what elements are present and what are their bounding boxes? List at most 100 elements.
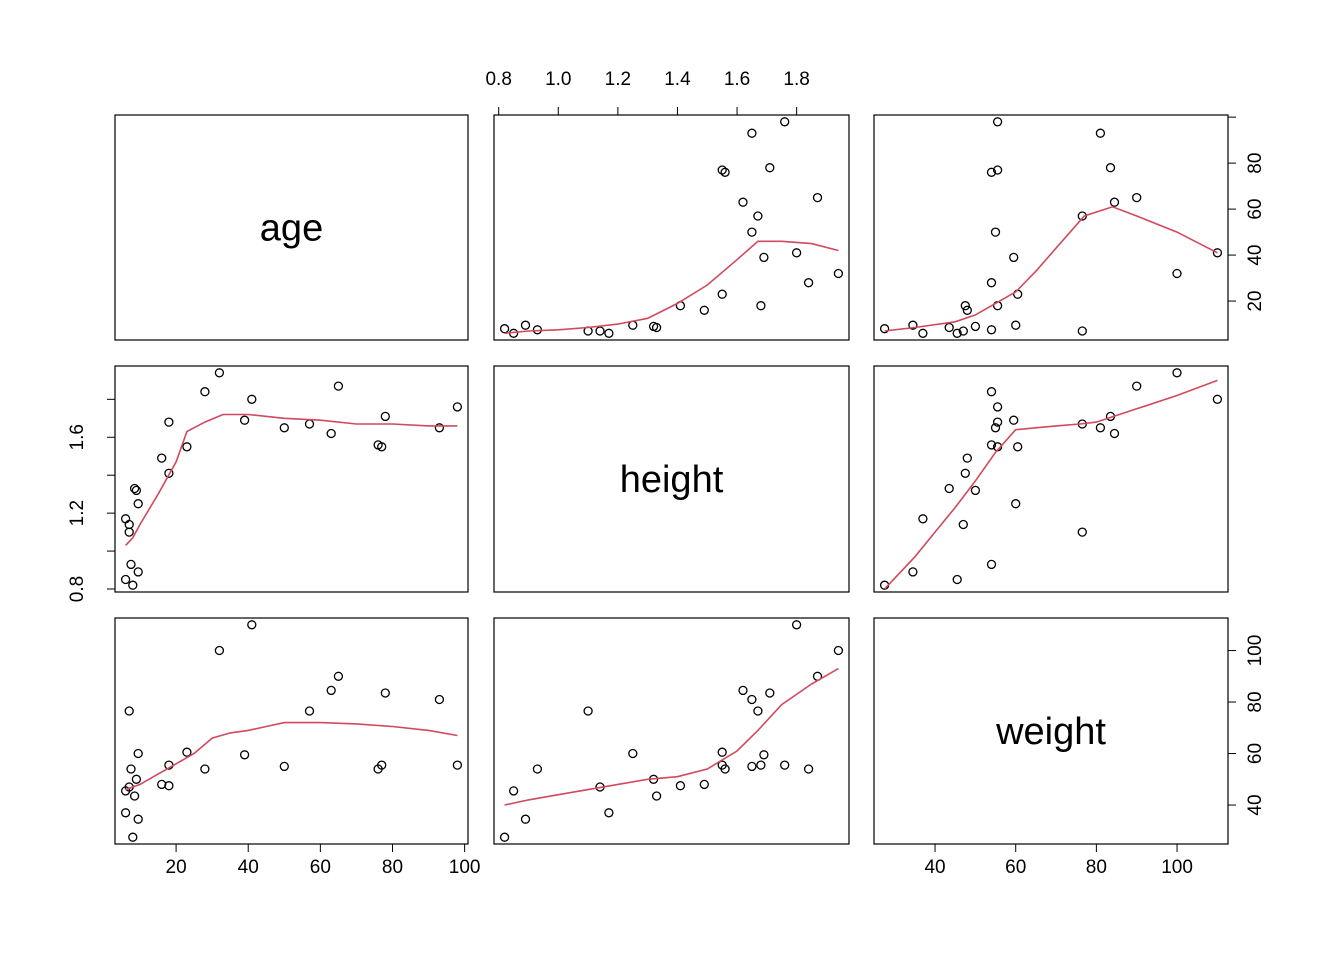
data-point [126, 764, 136, 774]
data-point [970, 485, 981, 496]
data-point [675, 781, 686, 791]
tick-label: 0.8 [67, 576, 88, 602]
tick-label: 40 [924, 857, 945, 878]
data-point [833, 268, 844, 279]
data-point [986, 387, 997, 397]
data-point [380, 411, 390, 422]
data-point [182, 442, 192, 452]
data-point [128, 580, 138, 590]
x-axis-bottom-weight: 40 60 80 100 [924, 843, 1193, 878]
panels-layer: age height weight [114, 114, 1229, 845]
data-point [1132, 381, 1142, 391]
data-point [1095, 423, 1106, 433]
data-point [304, 419, 315, 429]
tick-label: 100 [1161, 857, 1193, 878]
data-point [214, 645, 225, 656]
panel-frame [493, 617, 850, 845]
data-point [990, 227, 1001, 237]
data-point [765, 688, 775, 698]
data-point [128, 832, 138, 842]
data-point [960, 468, 970, 478]
data-point [986, 278, 997, 288]
tick-label: 80 [1086, 857, 1107, 878]
data-point [182, 747, 192, 757]
data-point [1172, 268, 1182, 279]
data-point [499, 832, 510, 842]
data-point [279, 761, 289, 772]
y-axis-right-age: 20 40 60 80 [1227, 116, 1266, 312]
data-point [753, 706, 763, 716]
data-point [129, 483, 140, 494]
data-point [452, 402, 463, 412]
tick-label: 40 [1245, 245, 1266, 266]
data-point [918, 514, 928, 524]
panel-frame [873, 365, 1229, 593]
data-point [1132, 192, 1142, 203]
data-point [333, 671, 344, 681]
data-point [747, 694, 757, 705]
data-point [532, 764, 543, 774]
y-axis-right-weight: 40 60 80 100 [1227, 635, 1266, 816]
data-point [164, 468, 174, 478]
data-point [879, 324, 890, 334]
data-point [699, 305, 709, 315]
data-point [1013, 442, 1023, 452]
tick-label: 1.8 [783, 69, 809, 90]
data-point [1212, 394, 1223, 404]
smooth-line [884, 205, 1218, 332]
tick-label: 40 [1245, 794, 1266, 815]
panel-height-vs-age [114, 365, 469, 593]
data-point [200, 764, 210, 774]
data-point [765, 163, 775, 173]
data-point [1011, 320, 1021, 330]
tick-label: 80 [382, 857, 403, 878]
data-point [717, 165, 727, 175]
data-point [756, 301, 766, 311]
data-point [918, 328, 928, 338]
panel-weight-vs-height [493, 617, 850, 845]
data-point [992, 417, 1003, 427]
data-point [753, 211, 763, 221]
data-point [157, 453, 167, 463]
data-point [952, 328, 962, 338]
data-point [120, 574, 131, 585]
data-point [164, 781, 174, 791]
data-point [133, 748, 143, 759]
data-point [131, 485, 142, 496]
panel-height-vs-weight [873, 365, 1229, 593]
data-point [803, 278, 814, 288]
data-point [1011, 499, 1021, 509]
panel-age-vs-height [493, 114, 850, 341]
data-point [1212, 248, 1223, 258]
tick-label: 1.2 [67, 500, 88, 526]
smooth-line [504, 667, 839, 806]
data-point [120, 808, 131, 818]
data-point [812, 192, 823, 203]
panel-frame [493, 365, 850, 593]
data-point [717, 747, 727, 757]
tick-label: 1.6 [67, 424, 88, 450]
data-point [326, 428, 336, 439]
data-point [747, 128, 757, 138]
data-point [747, 761, 757, 772]
data-point [133, 814, 143, 824]
data-point [952, 574, 962, 585]
data-point [499, 324, 510, 334]
data-point [604, 808, 614, 818]
variable-label-age: age [260, 208, 323, 250]
y-axis-left-height: 0.8 1.2 1.6 [67, 398, 116, 602]
data-point [326, 685, 336, 696]
data-point [133, 499, 143, 509]
tick-label: 1.6 [724, 69, 750, 90]
data-point [833, 645, 844, 656]
data-point [990, 423, 1001, 433]
tick-label: 60 [1005, 857, 1026, 878]
panel-height-vs-height: height [493, 365, 850, 593]
data-point [908, 567, 918, 577]
panel-frame [114, 114, 469, 341]
data-point [247, 620, 257, 630]
data-point [239, 415, 250, 425]
data-point [908, 320, 918, 330]
data-point [1095, 128, 1106, 138]
data-point [1109, 197, 1120, 207]
